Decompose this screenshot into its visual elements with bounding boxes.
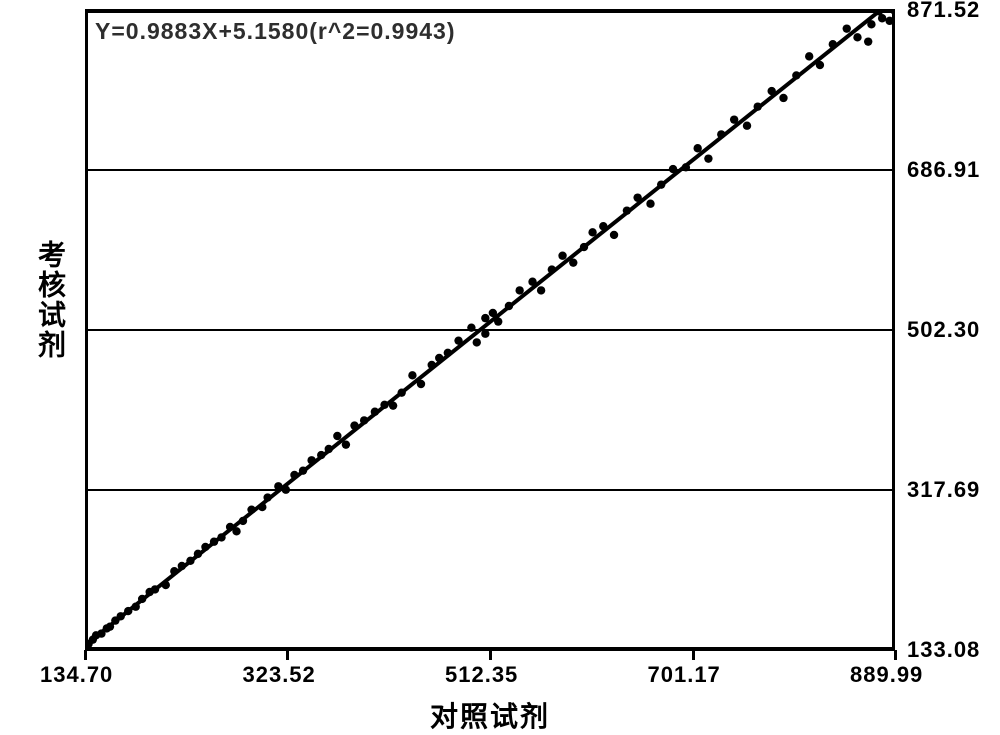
regression-equation: Y=0.9883X+5.1580(r^2=0.9943): [95, 18, 456, 45]
x-axis-title: 对照试剂: [430, 695, 550, 735]
y-axis-title: 考核试剂: [30, 240, 70, 360]
y-gridline: [85, 489, 895, 491]
y-tick-label: 871.52: [907, 0, 980, 23]
x-tick-label: 134.70: [40, 662, 113, 688]
x-tick-mark: [286, 650, 289, 660]
y-tick-label: 317.69: [907, 477, 980, 503]
y-gridline: [85, 329, 895, 331]
x-tick-mark: [894, 650, 897, 660]
x-tick-label: 889.99: [850, 662, 923, 688]
x-tick-mark: [489, 650, 492, 660]
x-tick-label: 512.35: [445, 662, 518, 688]
x-tick-mark: [692, 650, 695, 660]
y-tick-label: 502.30: [907, 317, 980, 343]
figure-root: Y=0.9883X+5.1580(r^2=0.9943) 133.08 317.6…: [0, 0, 1000, 735]
y-tick-label: 686.91: [907, 157, 980, 183]
y-gridline: [85, 169, 895, 171]
y-gridline: [85, 9, 895, 11]
x-tick-mark: [84, 650, 87, 660]
x-tick-label: 323.52: [242, 662, 315, 688]
x-tick-label: 701.17: [648, 662, 721, 688]
y-tick-label: 133.08: [907, 637, 980, 663]
